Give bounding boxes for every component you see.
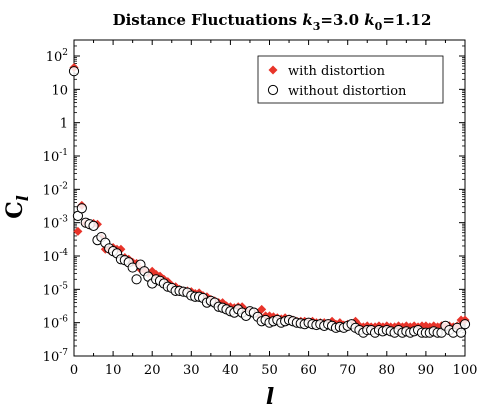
x-axis-ticks: 0 10 20 30 40 50 60 70 80 90 100 <box>70 40 478 378</box>
y-axis-label-main: C <box>2 201 28 219</box>
x-axis-label: l <box>266 384 274 410</box>
y-axis-ticks: 10-7 10-6 10-5 10-4 10-3 10-2 10-1 1 10 102 <box>43 39 465 365</box>
y-tick-label: 10-4 <box>43 248 69 265</box>
legend: with distortion without distortion <box>257 55 444 104</box>
y-tick-label: 10-5 <box>43 281 69 298</box>
title-k3-subscript: 3 <box>313 20 321 33</box>
chart-title: Distance Fluctuations k3=3.0 k0=1.12 <box>113 11 432 33</box>
data-point-with-distortion <box>73 226 83 236</box>
y-tick-label: 10-7 <box>43 348 69 365</box>
legend-marker-without-distortion <box>267 84 279 96</box>
x-tick-label: 100 <box>453 363 478 378</box>
y-axis-label-sub: l <box>13 195 32 201</box>
data-point-without-distortion <box>76 203 87 214</box>
y-tick-label: 10-2 <box>43 181 68 198</box>
x-tick-label: 20 <box>144 363 161 378</box>
x-tick-label: 10 <box>105 363 122 378</box>
y-tick-label: 102 <box>46 48 68 65</box>
y-tick-label: 10-3 <box>43 215 69 232</box>
data-point-without-distortion <box>88 220 99 231</box>
data-point-without-distortion <box>455 327 467 338</box>
data-point-without-distortion <box>131 274 142 285</box>
title-prefix: Distance Fluctuations <box>113 11 303 29</box>
y-axis-label: Cl <box>2 195 32 219</box>
data-point-without-distortion <box>68 66 80 77</box>
title-k0-subscript: 0 <box>375 20 383 33</box>
legend-marker-with-distortion <box>268 65 278 75</box>
y-tick-label: 10-6 <box>43 315 69 332</box>
x-tick-label: 60 <box>300 363 317 378</box>
title-k0-symbol: k <box>364 11 374 29</box>
x-tick-label: 0 <box>70 363 78 378</box>
x-tick-label: 90 <box>418 363 435 378</box>
x-tick-label: 50 <box>261 363 278 378</box>
x-tick-label: 70 <box>339 363 356 378</box>
series-without-distortion <box>68 66 471 338</box>
x-tick-label: 40 <box>222 363 239 378</box>
y-tick-label: 10 <box>51 83 68 98</box>
title-k3-value: =3.0 <box>320 11 364 29</box>
legend-label-without-distortion: without distortion <box>288 84 407 99</box>
legend-label-with-distortion: with distortion <box>288 64 386 79</box>
legend-diamond-marker <box>268 65 278 75</box>
legend-circle-marker <box>267 84 279 96</box>
x-tick-label: 80 <box>379 363 396 378</box>
title-k3-symbol: k <box>302 11 312 29</box>
title-k0-value: =1.12 <box>382 11 431 29</box>
x-tick-label: 30 <box>183 363 200 378</box>
data-point-without-distortion <box>459 319 471 330</box>
y-tick-label: 10-1 <box>43 148 68 165</box>
y-tick-label: 1 <box>60 117 68 132</box>
data-point-with-distortion <box>257 304 267 314</box>
legend-box <box>257 55 444 104</box>
